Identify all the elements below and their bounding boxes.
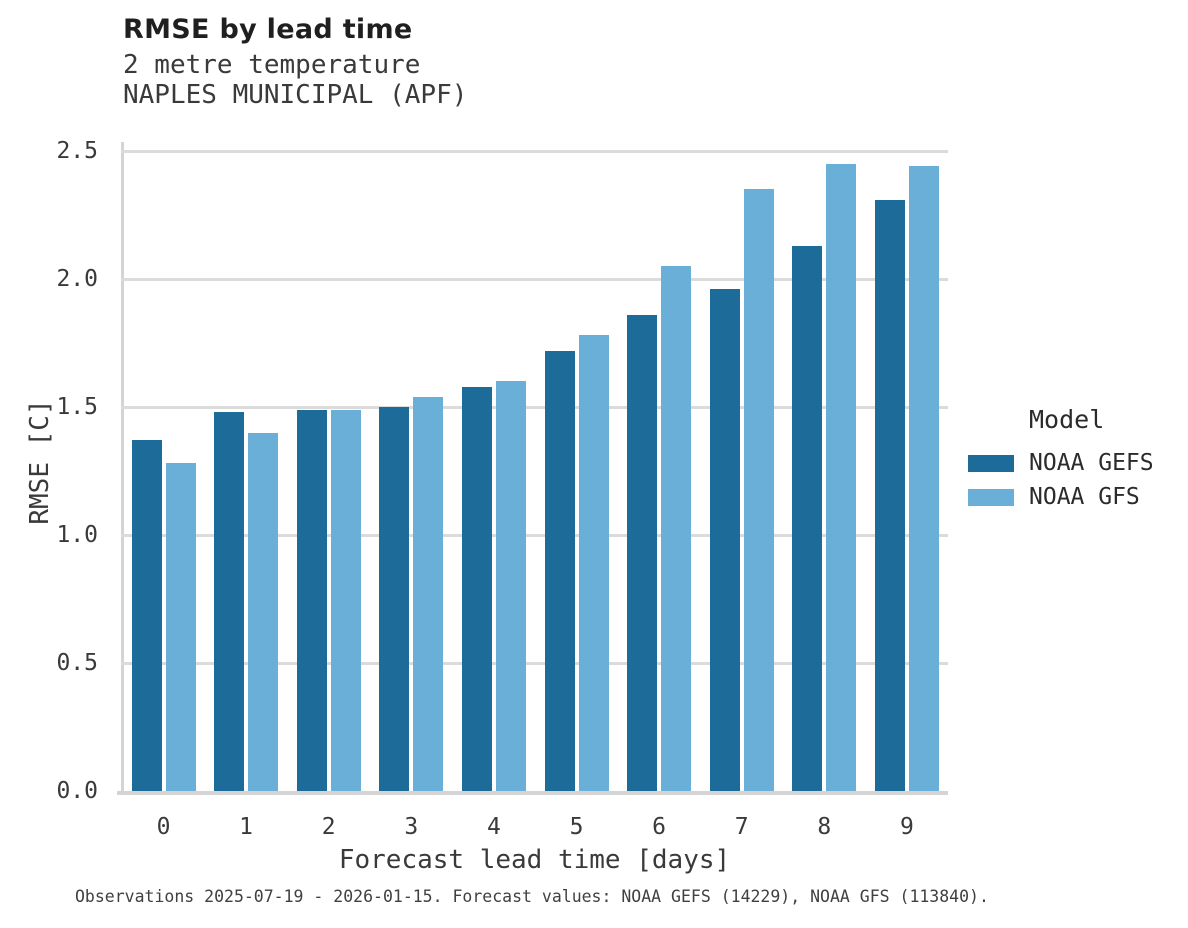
chart-subtitle-station: NAPLES MUNICIPAL (APF) <box>123 80 468 110</box>
gridline-y-1.0 <box>121 533 948 537</box>
bar-noaa-gfs-day-8 <box>826 164 857 791</box>
y-tick-label-1.5: 1.5 <box>56 394 98 420</box>
bar-noaa-gfs-day-1 <box>248 433 279 791</box>
bar-noaa-gefs-day-5 <box>544 351 575 791</box>
y-tick-label-0.0: 0.0 <box>56 778 98 804</box>
legend-item-noaa-gfs: NOAA GFS <box>968 480 1154 514</box>
gridline-y-2.0 <box>121 277 948 281</box>
x-axis-line <box>117 791 948 795</box>
legend-swatch-noaa-gfs <box>968 488 1014 506</box>
caption: Observations 2025-07-19 - 2026-01-15. Fo… <box>75 887 989 906</box>
bar-noaa-gfs-day-6 <box>661 266 692 791</box>
legend-item-noaa-gefs: NOAA GEFS <box>968 446 1154 480</box>
x-axis-title: Forecast lead time [days] <box>338 845 731 875</box>
x-tick-label-3: 3 <box>404 814 419 840</box>
bar-noaa-gefs-day-2 <box>296 410 327 791</box>
y-tick-label-0.5: 0.5 <box>56 650 98 676</box>
y-tick-label-1.0: 1.0 <box>56 522 98 548</box>
x-tick-label-1: 1 <box>239 814 254 840</box>
chart-subtitle-variable: 2 metre temperature <box>123 50 421 80</box>
plot-area <box>121 142 948 791</box>
y-axis-line <box>121 142 124 795</box>
x-tick-label-7: 7 <box>734 814 749 840</box>
bar-noaa-gefs-day-6 <box>627 315 658 791</box>
bar-noaa-gefs-day-3 <box>379 407 410 791</box>
legend-label-noaa-gefs: NOAA GEFS <box>1029 450 1154 476</box>
x-tick-label-0: 0 <box>156 814 171 840</box>
x-tick-label-2: 2 <box>321 814 336 840</box>
bar-noaa-gefs-day-0 <box>131 440 162 791</box>
bar-noaa-gefs-day-7 <box>709 289 740 791</box>
bar-noaa-gefs-day-4 <box>461 387 492 791</box>
bar-noaa-gfs-day-4 <box>495 381 526 791</box>
bar-noaa-gfs-day-5 <box>578 335 609 791</box>
x-tick-label-9: 9 <box>899 814 914 840</box>
legend-title: Model <box>1029 405 1105 434</box>
bar-noaa-gfs-day-7 <box>743 189 774 791</box>
legend-label-noaa-gfs: NOAA GFS <box>1029 484 1140 510</box>
bar-noaa-gfs-day-0 <box>165 463 196 791</box>
legend-swatch-noaa-gefs <box>968 454 1014 472</box>
bar-noaa-gefs-day-9 <box>874 200 905 791</box>
bar-noaa-gefs-day-8 <box>792 246 823 791</box>
gridline-y-1.5 <box>121 405 948 409</box>
gridline-y-0.5 <box>121 661 948 665</box>
bar-noaa-gfs-day-3 <box>413 397 444 791</box>
legend: Model NOAA GEFS NOAA GFS <box>968 402 1154 514</box>
bar-noaa-gfs-day-9 <box>908 166 939 791</box>
y-tick-label-2.0: 2.0 <box>56 266 98 292</box>
bar-noaa-gfs-day-2 <box>330 410 361 791</box>
x-tick-label-5: 5 <box>569 814 584 840</box>
y-tick-label-2.5: 2.5 <box>56 138 98 164</box>
bar-noaa-gefs-day-1 <box>214 412 245 791</box>
x-tick-label-4: 4 <box>486 814 501 840</box>
x-tick-label-8: 8 <box>817 814 832 840</box>
gridline-y-2.5 <box>121 149 948 153</box>
x-tick-label-6: 6 <box>652 814 667 840</box>
chart-title: RMSE by lead time <box>123 14 413 45</box>
